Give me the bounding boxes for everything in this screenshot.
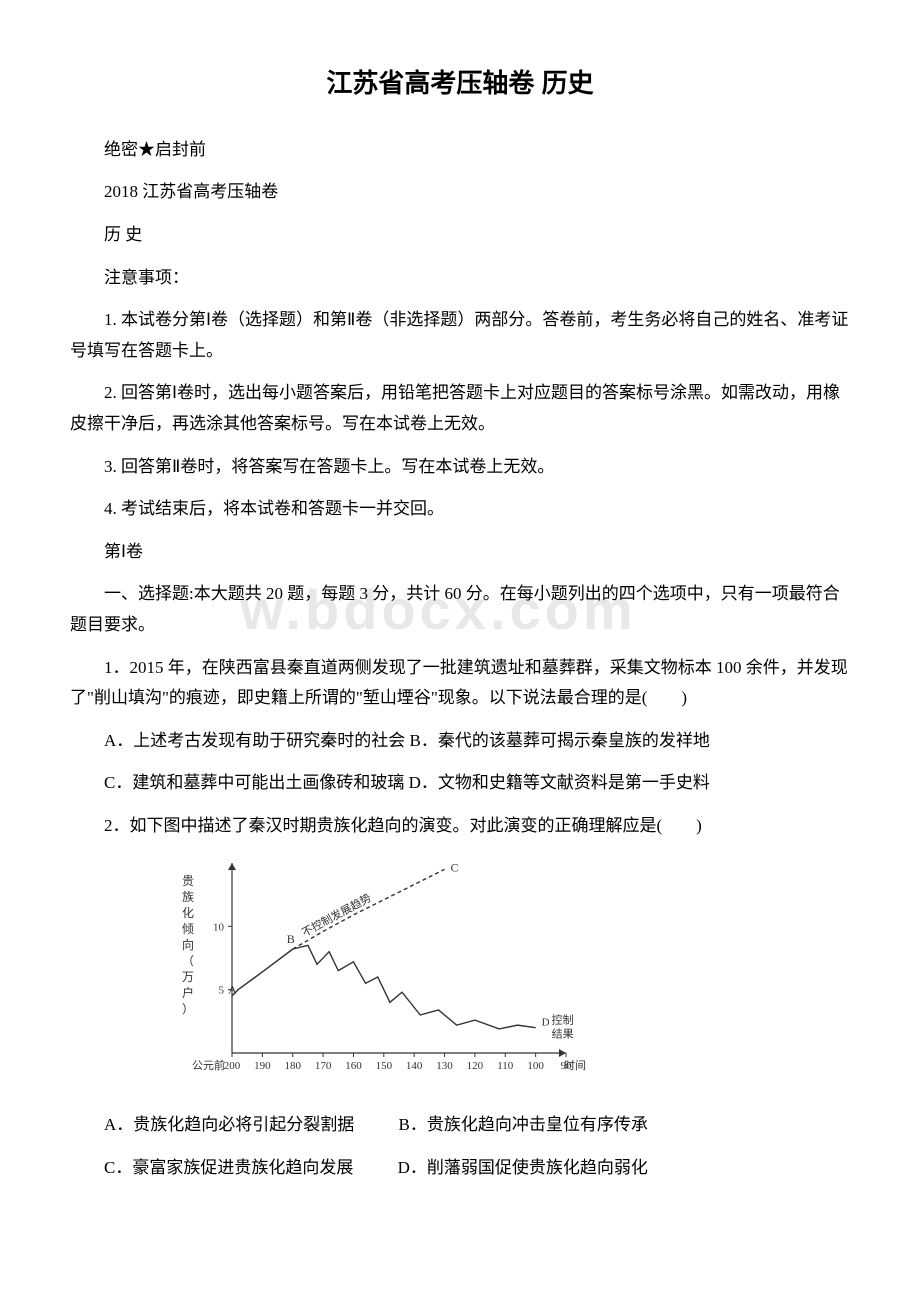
question-2-options-cd: C．豪富家族促进贵族化趋向发展 D．削藩弱国促使贵族化趋向弱化 [70, 1153, 850, 1184]
svg-text:C: C [451, 861, 459, 875]
svg-text:190: 190 [254, 1060, 271, 1072]
svg-text:110: 110 [497, 1060, 514, 1072]
svg-text:户: 户 [182, 985, 194, 1000]
section-label: 第Ⅰ卷 [70, 537, 850, 568]
svg-text:时间（年）: 时间（年） [564, 1058, 590, 1072]
q2-option-d: D．削藩弱国促使贵族化趋向弱化 [398, 1158, 648, 1177]
svg-text:结果: 结果 [552, 1028, 574, 1041]
subject-line: 历 史 [70, 220, 850, 251]
instruction-3: 3. 回答第Ⅱ卷时，将答案写在答题卡上。写在本试卷上无效。 [70, 452, 850, 483]
q2-chart-container: 51020019018017016015014013012011010090贵族… [170, 855, 590, 1096]
notice-label: 注意事项： [70, 263, 850, 294]
svg-text:200: 200 [224, 1060, 241, 1072]
svg-text:D: D [542, 1017, 550, 1029]
svg-text:）: ） [182, 1002, 194, 1016]
instruction-2: 2. 回答第Ⅰ卷时，选出每小题答案后，用铅笔把答题卡上对应题目的答案标号涂黑。如… [70, 378, 850, 439]
svg-text:100: 100 [527, 1060, 544, 1072]
svg-text:10: 10 [213, 922, 225, 934]
question-1-stem: 1．2015 年，在陕西富县秦直道两侧发现了一批建筑遗址和墓葬群，采集文物标本 … [70, 653, 850, 714]
question-2-stem: 2．如下图中描述了秦汉时期贵族化趋向的演变。对此演变的正确理解应是( ) [70, 811, 850, 842]
svg-text:180: 180 [284, 1060, 301, 1072]
q2-option-c: C．豪富家族促进贵族化趋向发展 [104, 1158, 353, 1177]
exam-name: 2018 江苏省高考压轴卷 [70, 177, 850, 208]
q2-chart: 51020019018017016015014013012011010090贵族… [170, 855, 590, 1085]
q1-option-a: A．上述考古发现有助于研究秦时的社会 [104, 731, 405, 750]
svg-text:族: 族 [182, 890, 194, 904]
q1-option-b: B．秦代的该墓葬可揭示秦皇族的发祥地 [410, 731, 710, 750]
svg-text:140: 140 [406, 1060, 423, 1072]
svg-text:向: 向 [182, 937, 194, 952]
document-content: 江苏省高考压轴卷 历史 绝密★启封前 2018 江苏省高考压轴卷 历 史 注意事… [70, 60, 850, 1183]
svg-text:倾: 倾 [182, 922, 194, 936]
q1-option-c: C．建筑和墓葬中可能出土画像砖和玻璃 [104, 773, 404, 792]
q2-option-a: A．贵族化趋向必将引起分裂割据 [104, 1115, 354, 1134]
svg-text:公元前: 公元前 [192, 1058, 225, 1072]
question-2-options-ab: A．贵族化趋向必将引起分裂割据 B．贵族化趋向冲击皇位有序传承 [70, 1110, 850, 1141]
svg-text:130: 130 [436, 1060, 453, 1072]
q1-option-d: D．文物和史籍等文献资料是第一手史料 [409, 773, 710, 792]
svg-text:120: 120 [467, 1060, 484, 1072]
svg-text:160: 160 [345, 1060, 362, 1072]
svg-text:（: （ [182, 954, 194, 968]
svg-text:A: A [228, 983, 237, 997]
svg-text:150: 150 [376, 1060, 393, 1072]
svg-text:B: B [287, 933, 295, 947]
q2-option-b: B．贵族化趋向冲击皇位有序传承 [399, 1115, 648, 1134]
instruction-4: 4. 考试结束后，将本试卷和答题卡一并交回。 [70, 494, 850, 525]
svg-text:170: 170 [315, 1060, 332, 1072]
question-1-options-ab: A．上述考古发现有助于研究秦时的社会 B．秦代的该墓葬可揭示秦皇族的发祥地 [70, 726, 850, 757]
svg-text:贵: 贵 [182, 874, 194, 888]
header-confidential: 绝密★启封前 [70, 135, 850, 166]
svg-text:化: 化 [182, 906, 194, 920]
svg-text:控制: 控制 [552, 1013, 574, 1027]
page-title: 江苏省高考压轴卷 历史 [70, 60, 850, 107]
svg-text:万: 万 [182, 970, 194, 984]
svg-text:5: 5 [219, 985, 225, 997]
section-intro: 一、选择题:本大题共 20 题，每题 3 分，共计 60 分。在每小题列出的四个… [70, 579, 850, 640]
question-1-options-cd: C．建筑和墓葬中可能出土画像砖和玻璃 D．文物和史籍等文献资料是第一手史料 [70, 768, 850, 799]
svg-text:不控制发展趋势: 不控制发展趋势 [299, 891, 373, 940]
instruction-1: 1. 本试卷分第Ⅰ卷（选择题）和第Ⅱ卷（非选择题）两部分。答卷前，考生务必将自己… [70, 305, 850, 366]
